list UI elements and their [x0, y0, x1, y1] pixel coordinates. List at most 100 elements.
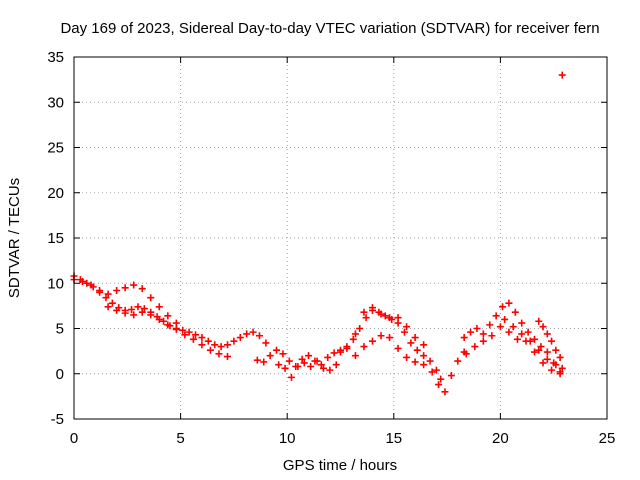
data-point — [179, 326, 187, 334]
data-point — [394, 344, 402, 352]
data-point — [486, 321, 494, 329]
data-point — [211, 341, 219, 349]
data-point — [147, 294, 155, 302]
data-point — [96, 286, 104, 294]
data-point — [198, 334, 206, 342]
y-tick-label: 20 — [47, 185, 64, 202]
data-point — [255, 332, 263, 340]
y-axis-label: SDTVAR / TECUs — [6, 178, 23, 298]
y-tick-label: 15 — [47, 230, 64, 247]
data-point — [279, 350, 287, 358]
data-point — [537, 343, 545, 351]
data-point — [164, 321, 172, 329]
data-point — [160, 317, 168, 325]
data-point — [307, 363, 315, 371]
data-point — [368, 304, 376, 312]
data-point — [505, 328, 513, 336]
data-point — [130, 281, 138, 289]
y-tick-label: 10 — [47, 275, 64, 292]
data-point — [531, 348, 539, 356]
data-point — [83, 279, 91, 287]
data-point — [108, 299, 116, 307]
x-axis-label: GPS time / hours — [283, 457, 397, 474]
data-point — [324, 353, 332, 361]
data-point — [548, 366, 556, 374]
data-point — [360, 343, 368, 351]
data-point — [326, 366, 334, 374]
data-point — [243, 330, 251, 338]
data-point — [377, 332, 385, 340]
data-point — [513, 335, 521, 343]
data-point — [441, 388, 449, 396]
data-point — [128, 305, 136, 313]
data-point — [275, 361, 283, 369]
data-point — [518, 319, 526, 327]
data-point — [420, 352, 428, 360]
data-point — [155, 303, 163, 311]
data-point — [488, 332, 496, 340]
data-point — [300, 359, 308, 367]
data-point — [330, 349, 338, 357]
data-point — [351, 352, 359, 360]
data-point — [526, 337, 534, 345]
data-point — [305, 352, 313, 360]
data-point — [113, 286, 121, 294]
data-point — [294, 363, 302, 371]
data-point — [558, 71, 566, 79]
data-point — [351, 330, 359, 338]
data-point — [317, 361, 325, 369]
grid-lines — [74, 57, 607, 419]
data-point — [492, 312, 500, 320]
axis-ticks: -5 0 5 10 15 20 25 30 35 0 5 10 15 20 25 — [47, 49, 615, 447]
data-point — [102, 294, 110, 302]
data-point — [539, 359, 547, 367]
data-point — [411, 358, 419, 366]
data-point — [253, 356, 261, 364]
data-point — [343, 344, 351, 352]
y-tick-label: 35 — [47, 49, 64, 66]
data-point — [138, 308, 146, 316]
data-point — [230, 337, 238, 345]
data-point — [505, 299, 513, 307]
data-point — [447, 372, 455, 380]
y-tick-label: 5 — [56, 321, 64, 338]
x-tick-label: 25 — [599, 430, 616, 447]
data-point — [428, 368, 436, 376]
data-point — [400, 328, 408, 336]
data-point — [192, 331, 200, 339]
data-point — [181, 331, 189, 339]
data-point — [535, 317, 543, 325]
data-point — [552, 361, 560, 369]
data-point — [185, 328, 193, 336]
y-tick-label: -5 — [51, 411, 64, 428]
data-point — [121, 309, 129, 317]
data-point — [531, 335, 539, 343]
data-point — [426, 357, 434, 365]
data-point — [368, 337, 376, 345]
data-point — [411, 334, 419, 342]
data-point — [266, 352, 274, 360]
data-point — [204, 337, 212, 345]
data-point — [104, 303, 112, 311]
data-point — [319, 364, 327, 372]
x-tick-label: 10 — [279, 430, 296, 447]
chart-title: Day 169 of 2023, Sidereal Day-to-day VTE… — [60, 20, 599, 37]
data-point — [189, 335, 197, 343]
data-point — [134, 303, 142, 311]
data-point — [496, 323, 504, 331]
data-point — [121, 284, 129, 292]
data-point — [403, 353, 411, 361]
x-tick-label: 0 — [70, 430, 78, 447]
data-point — [262, 339, 270, 347]
data-point — [552, 346, 560, 354]
data-point — [420, 341, 428, 349]
data-point — [386, 314, 394, 322]
data-point — [432, 366, 440, 374]
data-point — [281, 364, 289, 372]
data-point — [285, 357, 293, 365]
data-point — [260, 358, 268, 366]
data-point — [360, 308, 368, 316]
data-point — [113, 306, 121, 314]
data-point — [332, 361, 340, 369]
